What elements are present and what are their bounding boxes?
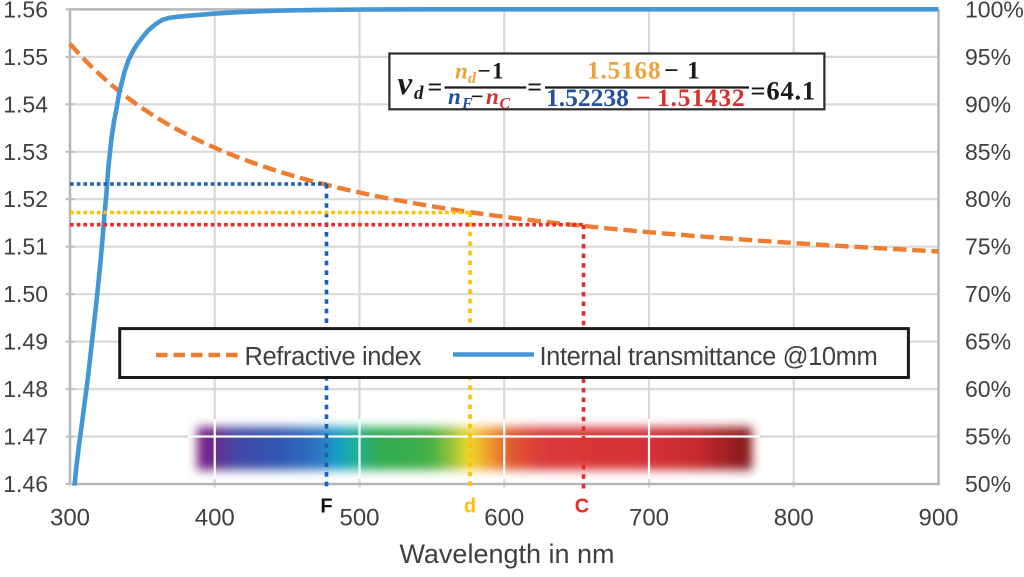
svg-text:n: n bbox=[448, 84, 461, 109]
svg-text:−: − bbox=[471, 84, 484, 109]
svg-text:1.51: 1.51 bbox=[3, 234, 48, 260]
svg-text:C: C bbox=[500, 96, 511, 113]
svg-text:−: − bbox=[636, 83, 651, 112]
svg-text:d: d bbox=[414, 83, 424, 104]
svg-text:Wavelength in nm: Wavelength in nm bbox=[399, 539, 614, 569]
svg-text:n: n bbox=[486, 84, 499, 109]
svg-text:d: d bbox=[468, 70, 477, 87]
svg-text:1.47: 1.47 bbox=[3, 424, 48, 450]
svg-text:85%: 85% bbox=[965, 139, 1011, 165]
svg-text:60%: 60% bbox=[965, 376, 1011, 402]
svg-text:95%: 95% bbox=[965, 44, 1011, 70]
svg-text:−: − bbox=[478, 59, 491, 84]
svg-text:50%: 50% bbox=[965, 471, 1011, 497]
svg-text:=: = bbox=[527, 73, 542, 102]
svg-text:Internal transmittance @10mm: Internal transmittance @10mm bbox=[540, 343, 878, 371]
svg-text:1.51432: 1.51432 bbox=[657, 83, 745, 112]
svg-text:ν: ν bbox=[398, 66, 413, 102]
svg-text:1.56: 1.56 bbox=[3, 0, 48, 22]
svg-text:F: F bbox=[461, 96, 473, 113]
svg-text:80%: 80% bbox=[965, 186, 1011, 212]
svg-text:1: 1 bbox=[687, 56, 700, 85]
svg-text:65%: 65% bbox=[965, 329, 1011, 355]
svg-text:1.52: 1.52 bbox=[3, 186, 48, 212]
svg-text:55%: 55% bbox=[965, 424, 1011, 450]
svg-text:1.5168: 1.5168 bbox=[587, 56, 661, 85]
svg-text:800: 800 bbox=[774, 505, 814, 532]
svg-text:400: 400 bbox=[195, 505, 235, 532]
svg-text:1.53: 1.53 bbox=[3, 139, 48, 165]
svg-text:d: d bbox=[464, 496, 476, 518]
svg-text:n: n bbox=[455, 59, 468, 84]
svg-text:1.46: 1.46 bbox=[3, 471, 48, 497]
svg-text:300: 300 bbox=[50, 505, 90, 532]
svg-text:1.54: 1.54 bbox=[3, 91, 48, 117]
svg-text:70%: 70% bbox=[965, 281, 1011, 307]
svg-text:700: 700 bbox=[629, 505, 669, 532]
svg-text:1.49: 1.49 bbox=[3, 329, 48, 355]
svg-text:1.55: 1.55 bbox=[3, 44, 48, 70]
svg-text:=64.1: =64.1 bbox=[751, 76, 816, 106]
svg-text:1: 1 bbox=[492, 59, 504, 84]
svg-text:1.48: 1.48 bbox=[3, 376, 48, 402]
svg-text:900: 900 bbox=[918, 505, 958, 532]
svg-text:600: 600 bbox=[484, 505, 524, 532]
svg-text:=: = bbox=[428, 73, 443, 102]
svg-text:1.50: 1.50 bbox=[3, 281, 48, 307]
svg-text:Refractive index: Refractive index bbox=[245, 343, 422, 371]
svg-text:90%: 90% bbox=[965, 91, 1011, 117]
svg-text:C: C bbox=[575, 496, 589, 518]
svg-text:500: 500 bbox=[339, 505, 379, 532]
svg-text:F: F bbox=[320, 496, 332, 518]
svg-text:75%: 75% bbox=[965, 234, 1011, 260]
svg-text:100%: 100% bbox=[965, 0, 1024, 22]
svg-text:−: − bbox=[664, 56, 679, 85]
svg-text:1.52238: 1.52238 bbox=[546, 83, 629, 112]
